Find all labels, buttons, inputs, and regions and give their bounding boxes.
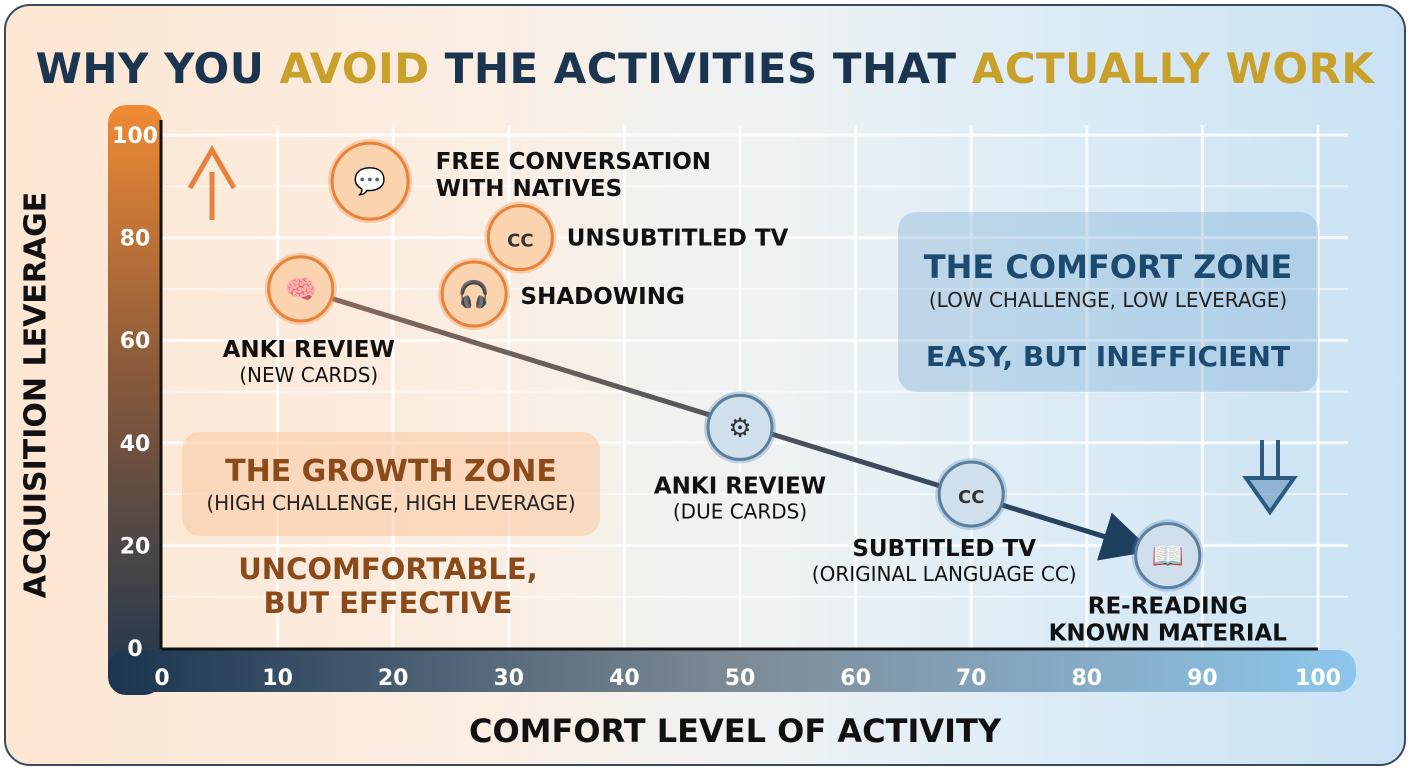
point-label: ANKI REVIEW (223, 337, 395, 363)
book-icon: 📖 (1152, 542, 1184, 572)
y-tick-label: 80 (120, 227, 151, 252)
data-point: ⚙ ANKI REVIEW(DUE CARDS) (654, 391, 826, 523)
cards-gear-icon: ⚙ (728, 413, 751, 443)
data-point: CC UNSUBTITLED TV (484, 201, 789, 274)
point-marker (706, 393, 774, 461)
point-label-line2: WITH NATIVES (436, 176, 622, 202)
point-label: FREE CONVERSATION (436, 149, 711, 175)
headphones-mic-icon: 🎧 (458, 279, 490, 310)
point-label: UNSUBTITLED TV (567, 226, 789, 252)
x-tick-label: 90 (1187, 666, 1218, 691)
x-axis-bar (108, 650, 1356, 692)
y-tick-label: 40 (120, 432, 151, 457)
point-sublabel: (ORIGINAL LANGUAGE CC) (812, 562, 1077, 586)
page-title: WHY YOU AVOID THE ACTIVITIES THAT ACTUAL… (35, 44, 1375, 93)
cards-brain-icon: 🧠 (285, 275, 317, 305)
point-marker (440, 260, 508, 328)
comfort-zone-box: THE COMFORT ZONE (LOW CHALLENGE, LOW LEV… (898, 212, 1318, 392)
down-arrow-icon (1242, 440, 1298, 516)
comfort-zone-title: THE COMFORT ZONE (923, 248, 1293, 286)
up-arrow-icon (187, 145, 237, 220)
comfort-zone-subtitle: (LOW CHALLENGE, LOW LEVERAGE) (928, 288, 1288, 312)
y-axis-bar (108, 105, 162, 695)
y-tick-label: 0 (127, 637, 142, 662)
point-sublabel: (NEW CARDS) (239, 363, 378, 387)
point-marker (1134, 522, 1202, 590)
data-point: 🎧 SHADOWING (438, 258, 685, 331)
x-tick-label: 30 (493, 666, 524, 691)
point-label: ANKI REVIEW (654, 473, 826, 499)
y-tick-label: 60 (120, 329, 151, 354)
growth-zone-tagline: UNCOMFORTABLE, BUT EFFECTIVE (238, 552, 538, 620)
point-marker (267, 255, 335, 323)
point-label: SHADOWING (521, 284, 685, 310)
growth-zone-subtitle: (HIGH CHALLENGE, HIGH LEVERAGE) (206, 491, 576, 515)
x-tick-label: 50 (725, 666, 756, 691)
x-tick-label: 80 (1071, 666, 1102, 691)
point-label: SUBTITLED TV (852, 536, 1036, 562)
y-tick-label: 100 (112, 124, 158, 149)
point-marker (486, 204, 554, 272)
growth-zone-title: THE GROWTH ZONE (225, 454, 557, 489)
tv-cc-icon: CC (958, 487, 984, 508)
comfort-zone-tagline: EASY, BUT INEFFICIENT (925, 340, 1291, 373)
y-tick-label: 20 (120, 534, 151, 559)
point-label: RE-READING (1088, 594, 1248, 620)
x-axis-label: COMFORT LEVEL OF ACTIVITY (468, 712, 1002, 750)
point-label-line2: KNOWN MATERIAL (1049, 621, 1288, 647)
data-point: 🧠 ANKI REVIEW(NEW CARDS) (223, 252, 395, 387)
x-tick-label: 0 (154, 666, 169, 691)
x-tick-label: 60 (840, 666, 871, 691)
x-tick-label: 10 (262, 666, 293, 691)
point-sublabel: (DUE CARDS) (673, 499, 807, 523)
infographic-frame: WHY YOU AVOID THE ACTIVITIES THAT ACTUAL… (4, 4, 1406, 766)
growth-zone-box: THE GROWTH ZONE (HIGH CHALLENGE, HIGH LE… (182, 432, 600, 536)
x-tick-label: 100 (1295, 666, 1341, 691)
point-marker (330, 141, 410, 221)
x-tick-label: 40 (609, 666, 640, 691)
y-axis-label: ACQUISITION LEVERAGE (18, 191, 54, 599)
tv-no-cc-icon: CC (507, 231, 533, 252)
point-marker (937, 460, 1005, 528)
data-point: CC SUBTITLED TV(ORIGINAL LANGUAGE CC) (812, 458, 1077, 586)
x-tick-label: 70 (956, 666, 987, 691)
x-tick-label: 20 (378, 666, 409, 691)
conversation-icon: 💬 (354, 166, 386, 197)
